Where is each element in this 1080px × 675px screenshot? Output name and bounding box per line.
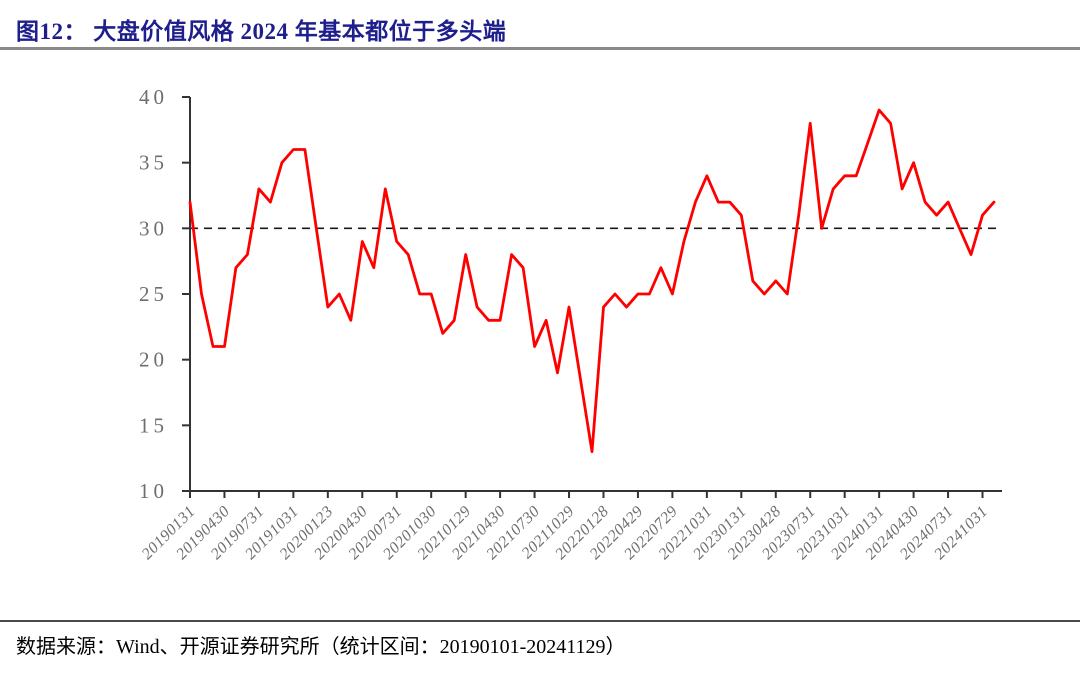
y-axis-tick-label: 40 — [139, 85, 168, 109]
data-source-text: 数据来源：Wind、开源证券研究所（统计区间：20190101-20241129… — [16, 636, 626, 658]
line-chart-svg: 4035302520151020190131201904302019073120… — [139, 85, 1002, 563]
y-axis-tick-label: 20 — [139, 348, 168, 372]
series-line — [188, 108, 996, 454]
y-axis-tick-label: 25 — [139, 282, 168, 306]
footer-divider-line — [0, 620, 1080, 622]
y-axis-tick-label: 10 — [139, 479, 168, 503]
y-axis-tick-label: 35 — [139, 151, 168, 175]
y-axis-tick-label: 15 — [139, 413, 168, 437]
figure-title: 图12： 大盘价值风格 2024 年基本都位于多头端 — [16, 19, 507, 44]
title-divider-line — [0, 47, 1080, 50]
data-source-row: 数据来源：Wind、开源证券研究所（统计区间：20190101-20241129… — [16, 630, 1066, 659]
y-axis-tick-label: 30 — [139, 216, 168, 240]
figure-title-row: 图12： 大盘价值风格 2024 年基本都位于多头端 — [16, 12, 1066, 46]
line-chart-area: 40 35 30 25 20 15 10 20190131 20190430 20190731 20… — [0, 50, 1080, 610]
